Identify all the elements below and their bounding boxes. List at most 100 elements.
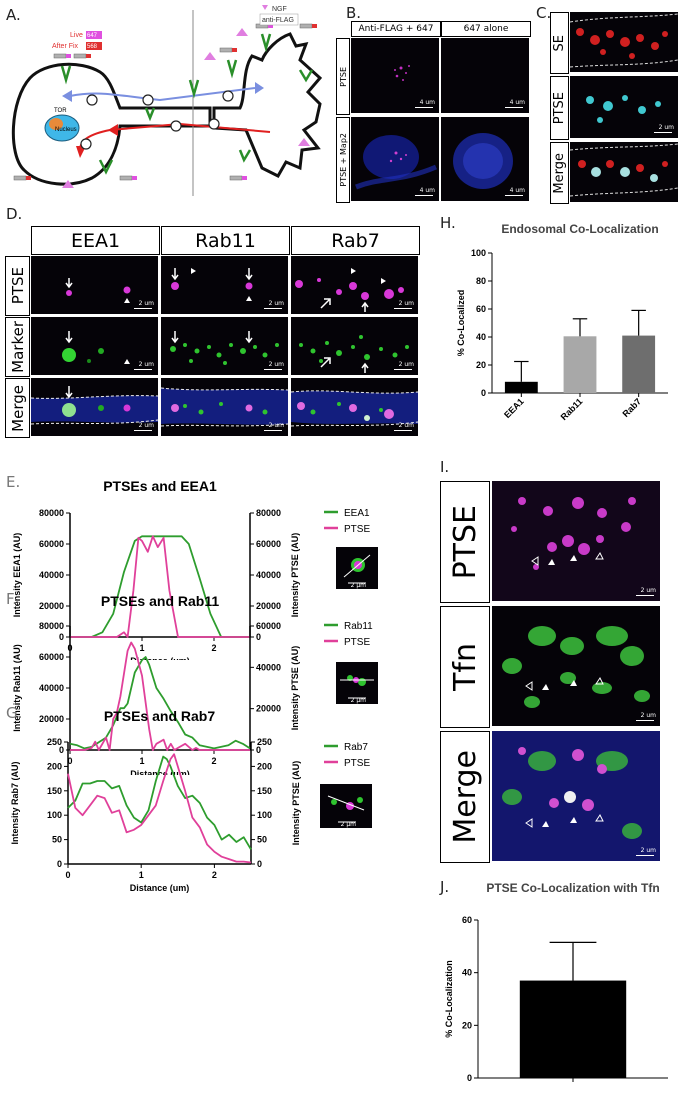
chart-h: Endosomal Co-Localization 0 20 40 60 80 100 % C… [456, 222, 668, 422]
x-tick-label: 2 [211, 643, 216, 653]
right-tick-label: 50 [257, 835, 267, 845]
panel-label-d: D. [6, 205, 23, 223]
panel-b-row1: PTSE [338, 66, 348, 87]
micrograph-c-ptse: 2 um [570, 76, 678, 138]
panel-c-row-se: SE [552, 34, 567, 52]
y-tick-label: 40 [476, 332, 486, 342]
right-tick-label: 80000 [256, 508, 281, 518]
y-tick-label: 0 [481, 388, 486, 398]
left-axis-label: Intensity Rab11 (AU) [12, 644, 22, 732]
chart-g: PTSEs and Rab705010015020025005010015020… [10, 708, 370, 893]
left-tick-label: 0 [59, 745, 64, 755]
nucleus-label: Nucleus [55, 127, 77, 133]
afterfix-tag: 568 [87, 44, 98, 50]
antiflag-legend: anti-FLAG [262, 17, 294, 24]
micrograph-b-map2-647: 4 um [441, 117, 529, 201]
panel-label-h: H. [440, 214, 456, 232]
series-line-ptse [67, 753, 252, 864]
y-tick-label: 0 [467, 1073, 472, 1083]
bar [504, 381, 538, 393]
panel-label-b: B. [346, 4, 362, 22]
x-axis-label: Distance (um) [130, 656, 190, 660]
panel-i-row-tfn: Tfn [447, 643, 483, 691]
y-tick-label: 20 [462, 1020, 472, 1030]
left-tick-label: 250 [47, 737, 62, 747]
panel-label-g: G. [6, 704, 23, 722]
series-line-rab11 [69, 656, 251, 750]
inset-e: 2 μm [336, 547, 378, 589]
micrograph-d-rab11-ptse: 2 um [161, 256, 288, 314]
bar [622, 335, 656, 393]
y-tick-label: 60 [462, 915, 472, 925]
right-tick-label: 40000 [256, 570, 281, 580]
right-tick-label: 250 [257, 737, 272, 747]
left-tick-label: 40000 [39, 683, 64, 693]
left-tick-label: 20000 [39, 714, 64, 724]
panel-d-col-rab7: Rab7 [291, 226, 420, 255]
right-tick-label: 100 [257, 810, 272, 820]
right-tick-label: 60000 [256, 621, 281, 631]
right-axis-label: Intensity PTSE (AU) [290, 646, 300, 731]
micrograph-d-eea1-merge: 2 um [31, 378, 158, 436]
panel-d-row-merge: Merge [8, 384, 27, 432]
chart-title: PTSEs and Rab7 [104, 708, 215, 724]
series-line-ptse [70, 641, 250, 751]
inset-f: 2 μm [336, 662, 378, 704]
x-tick-label: 0 [65, 870, 70, 880]
neuron-diagram: Nucleus TOR Live 647 After Fix 568 NGF a… [11, 5, 323, 196]
micrograph-d-rab11-marker: 2 um [161, 317, 288, 375]
x-tick-label: 2 [211, 756, 216, 766]
panel-c-row-ptse: PTSE [552, 91, 567, 125]
x-axis-label: Distance (um) [130, 769, 190, 775]
y-axis-label: % Co-Localized [456, 290, 466, 357]
left-axis-label: Intensity EEA1 (AU) [12, 533, 22, 618]
micrograph-i-merge: 2 um [492, 731, 660, 861]
y-tick-label: 40 [462, 968, 472, 978]
left-tick-label: 80000 [39, 508, 64, 518]
x-tick-label: 0 [67, 756, 72, 766]
left-tick-label: 150 [47, 786, 62, 796]
live-tag: 647 [87, 33, 98, 39]
right-tick-label: 150 [257, 786, 272, 796]
series-line-ptse [70, 535, 250, 638]
chart-f: PTSEs and Rab110200004000060000800000200… [12, 593, 373, 775]
panel-d-row-ptse: PTSE [8, 267, 27, 305]
panel-label-f: F. [6, 590, 17, 608]
right-tick-label: 0 [256, 745, 261, 755]
legend-label: PTSE [344, 637, 370, 648]
panel-label-c: C. [536, 4, 552, 22]
left-tick-label: 200 [47, 761, 62, 771]
y-tick-label: 80 [476, 276, 486, 286]
right-tick-label: 0 [257, 859, 262, 869]
micrograph-d-rab7-marker: 2 um [291, 317, 418, 375]
panel-b-col2: 647 alone [441, 21, 531, 37]
legend-label: Rab11 [344, 621, 373, 632]
legend-label: PTSE [344, 758, 370, 769]
y-axis-label: % Co-Localization [444, 960, 454, 1038]
panel-b-row2: PTSE + Map2 [338, 133, 348, 187]
panel-label-a: A. [6, 6, 21, 24]
micrograph-d-eea1-marker: 2 um [31, 317, 158, 375]
y-tick-label: 100 [471, 248, 486, 258]
panel-c-row-merge: Merge [552, 152, 567, 194]
right-axis-label: Intensity PTSE (AU) [290, 533, 300, 618]
panel-d-row-marker: Marker [8, 321, 27, 373]
legend-label: PTSE [344, 524, 370, 535]
inset-g: 2 μm [320, 784, 372, 828]
left-tick-label: 50 [52, 835, 62, 845]
afterfix-label: After Fix [52, 43, 79, 50]
micrograph-c-merge [570, 142, 678, 202]
right-tick-label: 0 [256, 632, 261, 642]
right-tick-label: 200 [257, 761, 272, 771]
y-tick-label: 20 [476, 360, 486, 370]
chart-title: PTSEs and EEA1 [103, 478, 217, 494]
micrograph-i-tfn: 2 um [492, 606, 660, 726]
right-tick-label: 40000 [256, 662, 281, 672]
micrograph-b-map2-antiflag: 4 um [351, 117, 439, 201]
panel-label-e: E. [6, 473, 21, 491]
x-tick-label: 1 [139, 756, 144, 766]
panel-d-col-rab11: Rab11 [161, 226, 290, 255]
x-tick-label: 2 [212, 870, 217, 880]
x-tick-label: 1 [139, 870, 144, 880]
tor-label: TOR [54, 108, 67, 114]
